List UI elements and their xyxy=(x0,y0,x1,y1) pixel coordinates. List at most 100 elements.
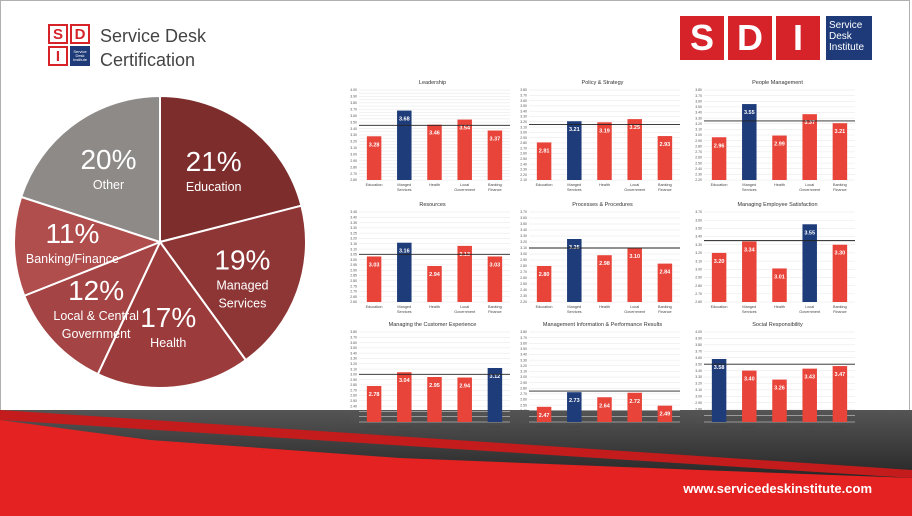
bar-value-label: 3.19 xyxy=(599,128,610,134)
bar-value-label: 2.64 xyxy=(599,403,611,409)
y-tick-label: 3.60 xyxy=(695,99,702,103)
y-tick-label: 3.35 xyxy=(350,221,357,225)
bar xyxy=(397,372,412,422)
bar xyxy=(427,266,442,302)
x-category-label: Finance xyxy=(488,310,502,314)
pie-category-label: Government xyxy=(62,327,131,341)
bar-value-label: 2.72 xyxy=(629,399,640,405)
y-tick-label: 3.80 xyxy=(520,88,527,92)
y-tick-label: 3.80 xyxy=(695,343,702,347)
y-tick-label: 2.80 xyxy=(520,264,527,268)
bar xyxy=(427,124,442,180)
bar-value-label: 3.68 xyxy=(399,117,410,123)
pie-slice-education xyxy=(159,94,303,244)
y-tick-label: 3.30 xyxy=(350,357,357,361)
x-category-label: Education xyxy=(366,305,383,309)
bar xyxy=(366,256,382,302)
industry-pie-chart: 21% Education 19% Managed Services 17% Health 1… xyxy=(13,94,307,389)
bar xyxy=(487,256,503,302)
bar-value-label: 2.78 xyxy=(369,392,380,398)
y-tick-label: 3.30 xyxy=(350,133,357,137)
bar xyxy=(772,379,787,422)
y-tick-label: 3.00 xyxy=(695,133,702,137)
y-tick-label: 3.40 xyxy=(695,369,702,373)
bar-value-label: 3.12 xyxy=(490,374,501,380)
bar-chart-people-management: People Management 2.202.30 2.40 2.502.60 2.7… xyxy=(695,80,855,192)
y-tick-label: 3.50 xyxy=(520,222,527,226)
y-tick-label: 3.00 xyxy=(350,373,357,377)
bar xyxy=(802,368,817,422)
y-tick-label: 2.90 xyxy=(695,276,702,280)
bar-chart-title: Managing Employee Satisfaction xyxy=(737,202,817,208)
x-category-label: Education xyxy=(366,183,383,187)
bar xyxy=(657,136,673,180)
bar-value-label: 3.20 xyxy=(714,259,725,265)
bar-value-label: 3.26 xyxy=(774,386,785,392)
x-category-label: Health xyxy=(429,305,440,309)
y-tick-label: 3.10 xyxy=(695,388,702,392)
y-tick-label: 3.00 xyxy=(520,131,527,135)
bar xyxy=(832,366,848,422)
y-tick-label: 3.60 xyxy=(520,99,527,103)
pie-slice-managed-services xyxy=(158,204,307,362)
y-tick-label: 3.00 xyxy=(520,252,527,256)
x-category-label: Local xyxy=(460,305,469,309)
bar-value-label: 2.94 xyxy=(459,384,471,390)
pie-category-label: Health xyxy=(150,336,186,350)
y-tick-label: 2.50 xyxy=(520,282,527,286)
big-logo-letter-s: S xyxy=(680,16,724,60)
y-tick-label: 2.70 xyxy=(695,414,702,418)
y-tick-label: 3.50 xyxy=(695,227,702,231)
pie-slice-health xyxy=(96,240,248,389)
y-tick-label: 2.20 xyxy=(520,420,527,424)
bar xyxy=(802,114,817,180)
x-category-label: Education xyxy=(536,305,553,309)
y-tick-label: 3.10 xyxy=(520,246,527,250)
certification-title: Service Desk Certification xyxy=(100,24,206,72)
bar-chart-title: Policy & Strategy xyxy=(582,80,624,86)
y-tick-label: 3.30 xyxy=(350,226,357,230)
bar xyxy=(567,121,582,180)
y-tick-label: 3.00 xyxy=(520,375,527,379)
bar xyxy=(397,242,412,302)
y-tick-label: 2.50 xyxy=(695,161,702,165)
x-category-label: Government xyxy=(454,188,476,192)
y-tick-label: 2.90 xyxy=(520,136,527,140)
x-category-label: Finance xyxy=(658,310,672,314)
y-tick-label: 2.80 xyxy=(350,383,357,387)
y-tick-label: 3.70 xyxy=(695,210,702,214)
y-tick-label: 3.10 xyxy=(520,370,527,374)
bar-chart-social-responsibility: Social Responsibility 2.60 2.70 2.80 2.90 3.0… xyxy=(695,322,855,434)
y-tick-label: 2.50 xyxy=(520,403,527,407)
y-tick-label: 3.70 xyxy=(520,210,527,214)
y-tick-label: 2.20 xyxy=(520,173,527,177)
y-tick-label: 3.20 xyxy=(695,122,702,126)
y-tick-label: 2.30 xyxy=(520,294,527,298)
bar-value-label: 3.58 xyxy=(714,365,725,371)
bar-value-label: 3.01 xyxy=(774,274,785,280)
bar xyxy=(832,123,848,180)
x-category-label: Services xyxy=(397,310,412,314)
bar-value-label: 2.81 xyxy=(539,148,550,154)
y-tick-label: 2.70 xyxy=(350,290,357,294)
y-tick-label: 3.60 xyxy=(520,216,527,220)
y-tick-label: 2.80 xyxy=(350,279,357,283)
bar-chart-title: Leadership xyxy=(419,80,446,86)
bar-value-label: 3.04 xyxy=(399,378,411,384)
y-tick-label: 2.80 xyxy=(350,165,357,169)
y-tick-label: 3.40 xyxy=(695,235,702,239)
website-url[interactable]: www.servicedeskinstitute.com xyxy=(683,481,872,496)
x-category-label: Government xyxy=(624,310,646,314)
y-tick-label: 3.30 xyxy=(520,115,527,119)
x-category-label: Education xyxy=(366,425,383,429)
y-tick-label: 3.60 xyxy=(520,341,527,345)
y-tick-label: 2.65 xyxy=(350,295,357,299)
x-category-label: Health xyxy=(599,183,610,187)
y-tick-label: 3.50 xyxy=(520,347,527,351)
y-tick-label: 2.70 xyxy=(695,292,702,296)
y-tick-label: 2.80 xyxy=(695,144,702,148)
y-tick-label: 3.10 xyxy=(695,128,702,132)
x-category-label: Local xyxy=(630,183,639,187)
y-tick-label: 3.00 xyxy=(350,258,357,262)
